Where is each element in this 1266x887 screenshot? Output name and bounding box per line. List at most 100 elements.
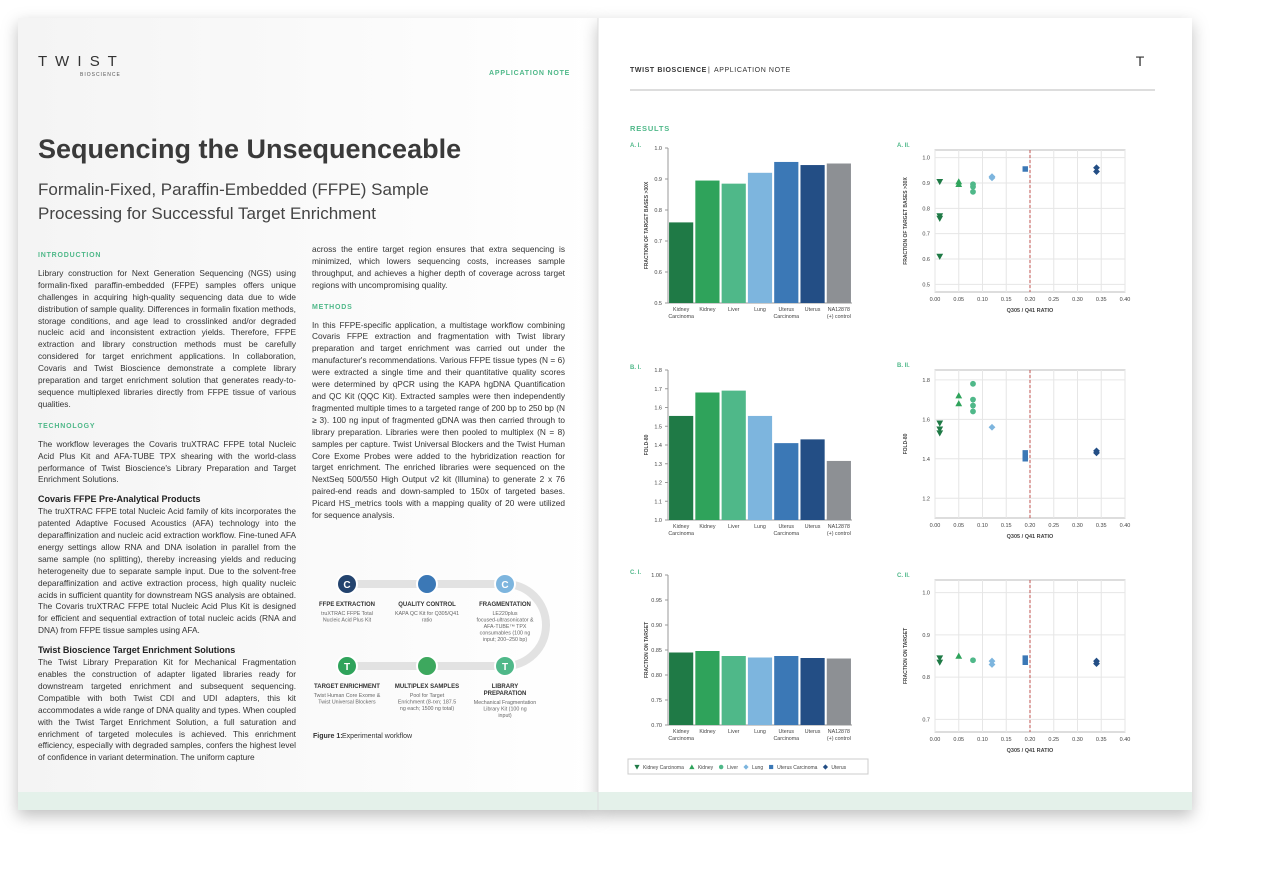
point	[1022, 655, 1028, 661]
workflow-track	[347, 580, 550, 670]
x-tick-label: Uterus	[805, 729, 821, 735]
point	[769, 764, 774, 770]
x-tick-label: 0.30	[1072, 737, 1083, 743]
x-tick-label: 0.25	[1048, 737, 1059, 743]
step-title: FRAGMENTATION	[479, 602, 531, 608]
x-tick-label: 0.20	[1025, 523, 1036, 529]
point	[1093, 168, 1100, 175]
x-tick-label: 0.30	[1072, 297, 1083, 303]
y-tick-label: 0.5	[654, 301, 662, 307]
x-tick-label: Lung	[754, 307, 766, 313]
x-tick-label: Kidney Carcinoma	[668, 524, 694, 537]
footer-band	[18, 792, 1192, 810]
point	[936, 253, 944, 260]
text: The Twist Library Preparation Kit for Me…	[38, 657, 296, 763]
y-tick-label: 0.85	[651, 648, 662, 654]
point	[634, 764, 640, 770]
y-tick-label: 0.8	[922, 206, 930, 212]
x-tick-label: 0.05	[953, 737, 964, 743]
panel-label: C. I.	[630, 570, 641, 576]
y-tick-label: 1.3	[654, 462, 662, 468]
step-icon-letter: T	[344, 662, 350, 673]
text: In this FFPE-specific application, a mul…	[312, 319, 565, 521]
point	[1093, 164, 1100, 172]
y-tick-label: 0.6	[922, 257, 930, 263]
y-tick-label: 1.6	[922, 417, 930, 423]
point	[689, 764, 695, 770]
x-tick-label: 0.40	[1120, 737, 1131, 743]
panel-label: C. II.	[897, 573, 910, 579]
text: across the entire target region ensures …	[312, 244, 565, 290]
bar	[721, 390, 746, 520]
panel-label: B. I.	[630, 365, 641, 371]
x-tick-label: Lung	[754, 729, 766, 735]
x-tick-label: NA12878 (+) control	[827, 729, 851, 742]
bar	[721, 656, 746, 725]
step-icon	[416, 573, 438, 595]
x-tick-label: Kidney Carcinoma	[668, 729, 694, 742]
bar	[669, 415, 694, 520]
separator: |	[708, 67, 710, 74]
step-text: Twist Human Core Exome & Twist Universal …	[314, 693, 381, 706]
bar	[669, 652, 694, 725]
heading: METHODS	[312, 303, 353, 311]
point	[936, 659, 944, 666]
x-tick-label: 0.10	[977, 737, 988, 743]
x-axis-label: Q305 / Q41 RATIO	[1007, 534, 1054, 540]
step-icon	[494, 655, 516, 677]
heading: TECHNOLOGY	[38, 422, 96, 430]
point	[970, 396, 976, 403]
legend-label: Lung	[752, 765, 763, 771]
step-icon	[336, 573, 358, 595]
y-tick-label: 1.2	[922, 496, 930, 502]
y-tick-label: 1.6	[654, 406, 662, 412]
panel-label: A. II.	[897, 143, 910, 149]
step-text: truXTRAC FFPE Total Nucleic Acid Plus Kit	[321, 611, 373, 624]
text: The truXTRAC FFPE total Nucleic Acid fam…	[38, 506, 296, 636]
bar	[774, 161, 799, 303]
y-tick-label: 1.1	[654, 499, 662, 505]
y-tick-label: 1.4	[922, 457, 930, 463]
point	[936, 215, 944, 222]
bar	[747, 657, 773, 725]
legend-label: Kidney Carcinoma	[643, 765, 684, 771]
x-tick-label: 0.30	[1072, 523, 1083, 529]
text: The workflow leverages the Covaris truXT…	[38, 438, 296, 485]
bar	[774, 443, 799, 520]
point	[970, 183, 976, 190]
y-tick-label: 0.7	[654, 239, 662, 245]
y-axis-label: FRACTION ON TARGET	[903, 628, 909, 684]
y-axis-label: FOLD-80	[644, 434, 650, 455]
bar	[695, 392, 720, 520]
y-axis-label: FRACTION ON TARGET	[644, 622, 650, 678]
point	[970, 380, 976, 387]
x-tick-label: 0.10	[977, 297, 988, 303]
step-icon-letter: C	[343, 580, 350, 591]
bar	[774, 656, 799, 725]
step-title: QUALITY CONTROL	[398, 602, 456, 608]
x-tick-label: Uterus	[805, 307, 821, 313]
x-tick-label: Liver	[728, 524, 740, 530]
doc-label: APPLICATION NOTE	[489, 70, 570, 77]
bar	[695, 651, 720, 725]
y-tick-label: 0.80	[651, 673, 662, 679]
y-tick-label: 0.70	[651, 723, 662, 729]
subheading: Covaris FFPE Pre-Analytical Products	[38, 494, 201, 505]
x-tick-label: 0.10	[977, 523, 988, 529]
x-axis-label: Q305 / Q41 RATIO	[1007, 748, 1054, 754]
y-tick-label: 1.8	[922, 378, 930, 384]
step-text: LE220plus focused-ultrasonicator & AFA-TUB…	[476, 611, 534, 643]
bar	[826, 658, 851, 725]
bar	[669, 222, 694, 303]
y-tick-label: 0.9	[922, 181, 930, 187]
y-tick-label: 1.0	[922, 156, 930, 162]
x-tick-label: NA12878 (+) control	[827, 524, 851, 537]
y-tick-label: 1.8	[654, 368, 662, 374]
y-tick-label: 1.0	[654, 518, 662, 524]
point	[970, 657, 976, 664]
point	[936, 178, 944, 186]
point	[718, 764, 724, 770]
x-tick-label: 0.00	[930, 297, 941, 303]
step-title: LIBRARY PREPARATION	[484, 684, 527, 697]
step-icon-letter: T	[502, 662, 508, 673]
